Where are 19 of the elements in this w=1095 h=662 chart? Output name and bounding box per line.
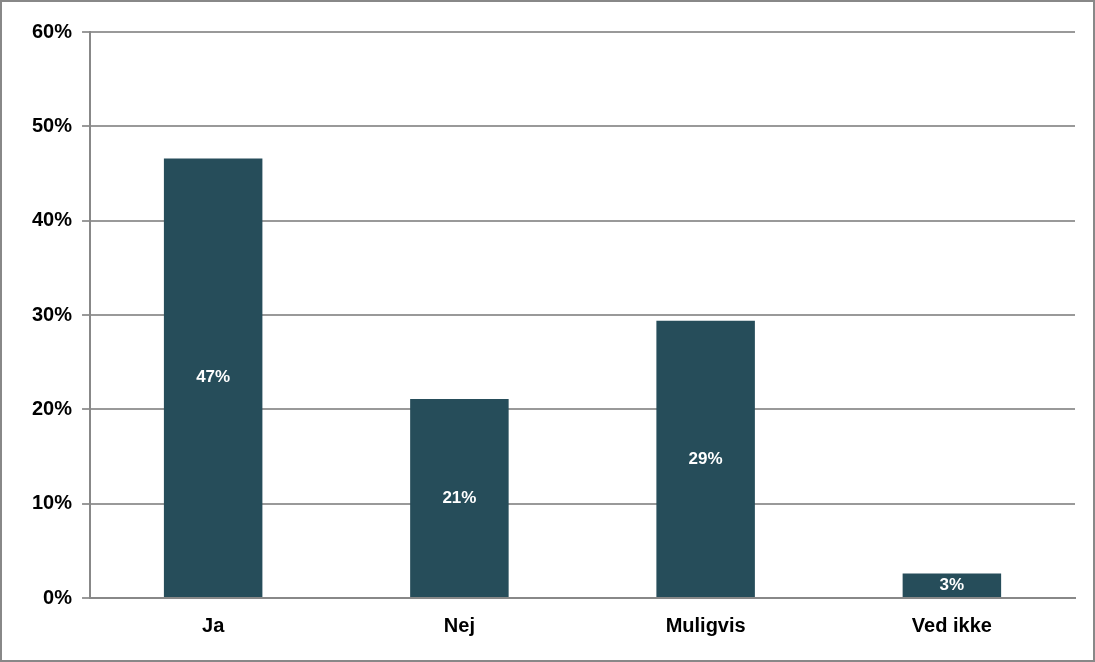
bar [902,573,1002,597]
bar [410,398,509,597]
y-tick-label: 60% [32,19,73,42]
y-tick-label: 0% [43,585,73,608]
x-tick-label: Nej [443,613,475,636]
y-tick-label: 30% [32,302,73,325]
y-tick-label: 20% [32,396,73,419]
bar [656,320,755,597]
x-tick-label: Ved ikke [911,613,992,636]
data-label: 3% [939,574,965,594]
data-label: 47% [196,367,231,387]
x-tick-label: Ja [202,613,226,636]
y-tick-label: 10% [32,491,73,514]
x-tick-label: Muligvis [665,613,746,636]
data-label: 29% [688,448,723,468]
y-tick-label: 40% [32,208,73,231]
bar [163,158,263,597]
data-label: 21% [442,487,477,507]
y-tick-label: 50% [32,113,73,136]
